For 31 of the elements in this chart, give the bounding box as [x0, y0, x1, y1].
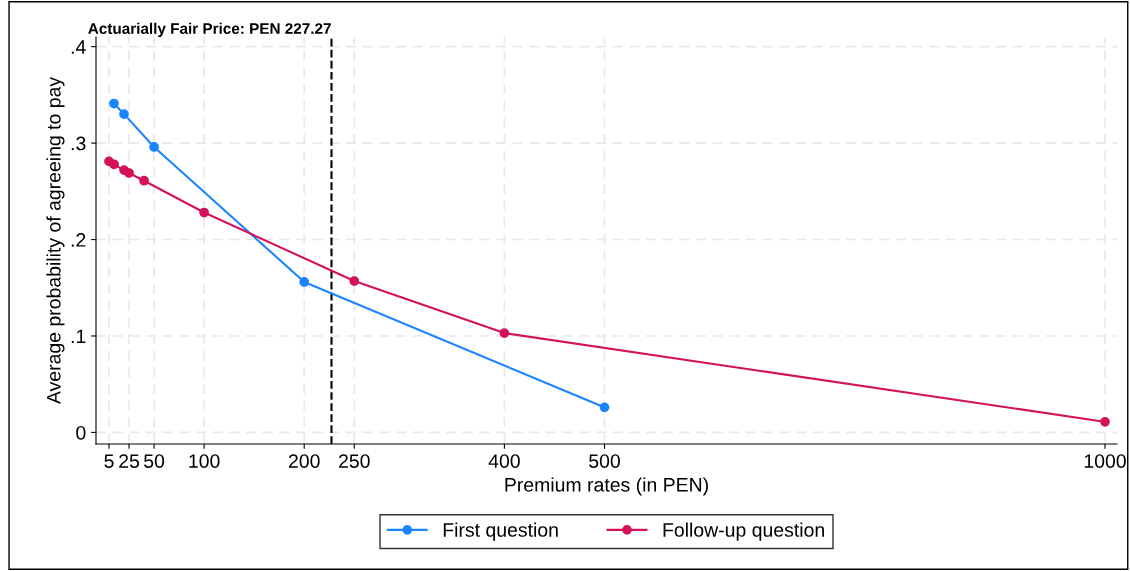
- point: [149, 142, 159, 152]
- point: [1100, 416, 1110, 427]
- x-axis-title: Premium rates (in PEN): [505, 477, 708, 496]
- point: [349, 276, 360, 286]
- x-tick-label: 5: [104, 454, 114, 468]
- x-tick-label: 25: [119, 454, 140, 468]
- x-tick-label: 100: [189, 454, 220, 468]
- y-tick-label: 0: [76, 425, 86, 440]
- legend-label: First question: [443, 522, 558, 541]
- x-tick-label: 400: [488, 454, 520, 468]
- x-tick-label: 250: [339, 454, 370, 468]
- y-tick-label: .3: [71, 136, 86, 151]
- x-tick-label: 200: [288, 454, 320, 468]
- point: [599, 402, 610, 413]
- x-tick-label: 500: [589, 454, 620, 468]
- y-tick-label: .2: [71, 233, 86, 247]
- x-tick-label: 50: [144, 454, 165, 468]
- ref-line-label: Actuarially Fair Price: PEN 227.27: [88, 22, 331, 37]
- point: [119, 109, 129, 120]
- point: [124, 168, 134, 178]
- y-axis-title: Average probability of agreeing to pay: [46, 76, 65, 405]
- legend-label: Follow-up question: [663, 522, 824, 541]
- point: [199, 207, 209, 218]
- x-tick-label: 1000: [1084, 454, 1126, 468]
- point: [139, 175, 149, 186]
- y-tick-label: .1: [71, 329, 86, 344]
- point: [499, 328, 510, 338]
- y-tick-label: .4: [71, 40, 86, 54]
- point: [109, 159, 119, 170]
- point: [299, 277, 310, 287]
- point: [109, 98, 119, 109]
